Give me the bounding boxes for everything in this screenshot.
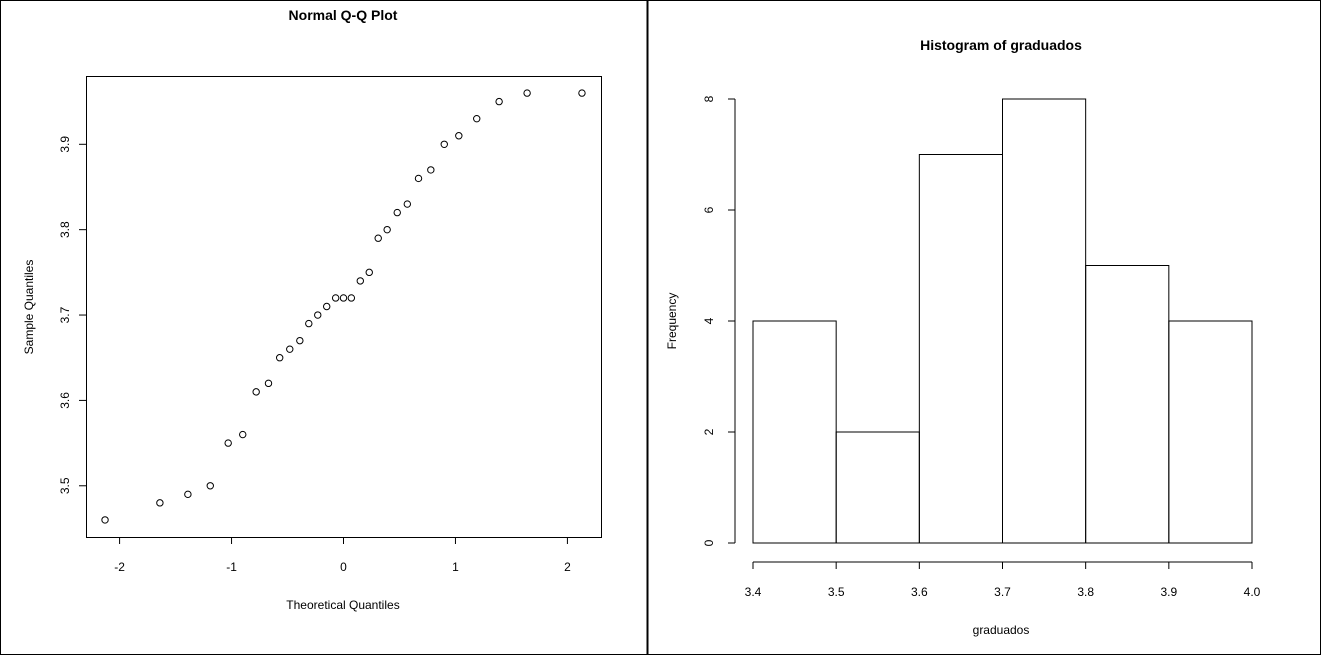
qq-point <box>101 516 109 524</box>
qq-point <box>252 388 260 396</box>
qq-plot-box <box>86 76 602 538</box>
qq-y-tick-label: 3.7 <box>58 306 72 323</box>
qq-ylabel: Sample Quantiles <box>22 260 36 355</box>
hist-x-axis: 3.4 3.5 3.6 3.7 3.8 3.9 4.0 <box>745 561 1261 599</box>
qq-point <box>275 354 284 362</box>
hist-y-tick-label: 2 <box>702 428 716 435</box>
qq-point <box>339 294 348 302</box>
hist-y-tick-label: 4 <box>702 317 716 324</box>
hist-x-tick-label: 3.6 <box>911 585 928 599</box>
qq-point <box>403 200 412 208</box>
qq-point <box>296 336 304 345</box>
qq-point <box>455 132 463 140</box>
qq-x-tick-label: 0 <box>340 560 347 574</box>
qq-point <box>393 208 401 217</box>
histogram-bar <box>1168 320 1253 544</box>
qq-point <box>206 482 214 490</box>
histogram-panel: Histogram of graduados 3.4 3.5 3.6 3.7 3.8 3.… <box>665 37 1261 637</box>
qq-y-axis: 3.5 3.6 3.7 3.8 3.9 <box>58 136 86 494</box>
qq-x-tick-label: -1 <box>226 560 237 574</box>
qq-x-axis: -2 -1 0 1 2 <box>114 537 571 574</box>
qq-point <box>224 439 232 447</box>
hist-y-tick-label: 6 <box>702 206 716 213</box>
hist-x-tick-label: 3.9 <box>1160 585 1177 599</box>
qq-point <box>347 294 356 302</box>
qq-y-tick-label: 3.9 <box>58 136 72 153</box>
qq-point <box>523 89 531 97</box>
qq-points <box>101 89 586 524</box>
qq-title: Normal Q-Q Plot <box>289 7 398 23</box>
qq-point <box>365 268 373 277</box>
qq-point <box>239 430 247 439</box>
hist-y-tick-label: 0 <box>702 539 716 546</box>
hist-x-tick-label: 3.7 <box>994 585 1011 599</box>
hist-x-tick-label: 3.8 <box>1077 585 1094 599</box>
qq-x-tick-label: 1 <box>452 560 459 574</box>
qq-y-tick-label: 3.8 <box>58 221 72 238</box>
qq-point <box>286 345 294 353</box>
histogram-bar <box>752 320 837 544</box>
qq-point <box>440 140 448 148</box>
qq-point <box>305 319 313 328</box>
hist-y-tick-label: 8 <box>702 95 716 102</box>
qq-point <box>414 174 423 183</box>
histogram-bar <box>918 154 1003 544</box>
histogram-bar <box>1085 265 1170 544</box>
qq-y-tick-label: 3.6 <box>58 392 72 409</box>
qq-x-tick-label: 2 <box>564 560 571 574</box>
qq-point <box>427 166 435 174</box>
qq-xlabel: Theoretical Quantiles <box>286 598 399 612</box>
qq-point <box>578 89 586 97</box>
hist-x-tick-label: 4.0 <box>1244 585 1261 599</box>
qq-y-tick-label: 3.5 <box>58 477 72 494</box>
hist-x-tick-label: 3.4 <box>745 585 762 599</box>
qq-point <box>383 225 391 234</box>
qq-point <box>473 114 481 123</box>
qq-point <box>314 311 322 319</box>
qq-point <box>495 97 503 106</box>
histogram-bar <box>835 431 920 544</box>
qq-point <box>264 379 273 388</box>
hist-ylabel: Frequency <box>665 293 679 350</box>
qq-point <box>323 302 331 311</box>
hist-x-tick-label: 3.5 <box>828 585 845 599</box>
histogram-bar <box>1002 98 1087 544</box>
qq-point <box>374 234 382 242</box>
qq-x-tick-label: -2 <box>114 560 125 574</box>
qq-point <box>156 499 164 507</box>
qq-point <box>356 277 364 285</box>
qq-point <box>184 490 192 499</box>
hist-xlabel: graduados <box>973 623 1030 637</box>
hist-y-axis: 0 2 4 6 8 <box>702 95 736 546</box>
histogram-bars <box>752 98 1253 544</box>
qq-point <box>331 294 340 302</box>
hist-title: Histogram of graduados <box>920 37 1082 53</box>
qq-plot-panel: Normal Q-Q Plot -2 -1 0 1 2 3.53.63.73.83.9 … <box>22 7 602 612</box>
